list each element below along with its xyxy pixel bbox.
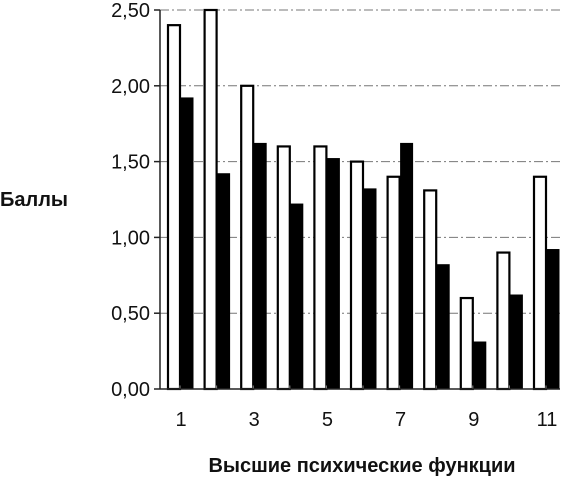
- x-tick-label: 5: [322, 409, 333, 431]
- y-tick-label: 1,50: [111, 152, 150, 174]
- y-tick-label: 0,50: [111, 303, 150, 325]
- y-axis-title: Баллы: [0, 189, 68, 211]
- bar-series-3-bar: [509, 294, 523, 390]
- bar-series-3-bar: [217, 173, 231, 390]
- x-axis-title: Высшие психические функции: [208, 455, 515, 477]
- y-tick-label: 2,00: [111, 76, 150, 98]
- y-tick-label: 0,00: [111, 379, 150, 401]
- y-tick-labels: 0,00 0,50 1,00 1,50 2,00 2,50: [111, 0, 160, 401]
- x-tick-label: 7: [395, 409, 406, 431]
- bar-series-1-bar: [349, 160, 365, 391]
- bar-series-3-bar: [253, 142, 267, 390]
- y-tick-label: 2,50: [111, 0, 150, 22]
- bar-series-3-bar: [546, 249, 560, 390]
- bars: [166, 8, 560, 391]
- x-tick-label: 3: [249, 409, 260, 431]
- bar-series-3-bar: [400, 142, 414, 390]
- bar-series-1-bar: [423, 189, 438, 391]
- x-tick-labels: 1 3 5 7 9 11: [175, 409, 557, 431]
- bar-series-1-bar: [386, 175, 401, 391]
- bar-series-1-bar: [203, 8, 218, 391]
- bar-series-3-bar: [180, 97, 194, 390]
- y-tick-label: 1,00: [111, 227, 150, 249]
- bar-series-3-bar: [473, 341, 487, 390]
- bar-series-3-bar: [436, 264, 450, 390]
- x-tick-label: 1: [175, 409, 186, 431]
- bar-series-3-bar: [363, 188, 377, 390]
- bar-series-3-bar: [326, 158, 340, 390]
- bar-series-1-bar: [240, 84, 255, 391]
- bar-series-1-bar: [276, 145, 291, 391]
- x-tick-label: 9: [468, 409, 479, 431]
- bar-series-3-bar: [290, 203, 304, 390]
- bar-series-1-bar: [313, 145, 328, 391]
- bar-series-1-bar: [459, 296, 474, 391]
- bar-series-1-bar: [496, 251, 511, 391]
- bar-series-1-bar: [166, 24, 182, 391]
- x-tick-label: 11: [537, 409, 558, 431]
- bar-series-1-bar: [532, 175, 548, 391]
